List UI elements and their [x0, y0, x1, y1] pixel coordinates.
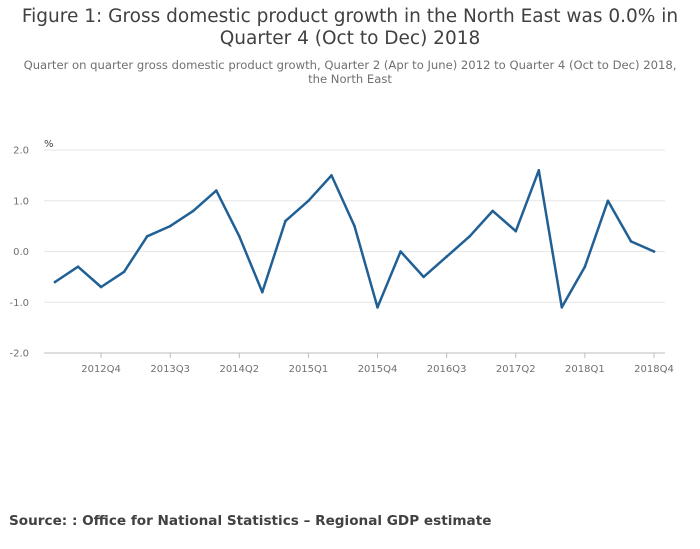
data-point[interactable]	[652, 250, 656, 253]
x-tick-label: 2015Q4	[358, 364, 398, 375]
source-note: Source: : Office for National Statistics…	[9, 513, 492, 529]
data-point[interactable]	[330, 174, 333, 177]
data-point[interactable]	[468, 234, 471, 238]
data-point[interactable]	[76, 265, 80, 269]
data-point[interactable]	[238, 234, 241, 238]
data-point[interactable]	[99, 285, 103, 289]
series-line	[53, 169, 656, 309]
data-point[interactable]	[399, 250, 402, 253]
x-tick-label: 2014Q2	[219, 364, 259, 375]
x-tick-label: 2013Q3	[150, 364, 190, 375]
y-tick-label: -1.0	[9, 298, 29, 309]
data-point[interactable]	[491, 209, 495, 213]
data-point[interactable]	[168, 224, 172, 228]
data-point[interactable]	[560, 306, 564, 309]
y-tick-label: 0.0	[13, 247, 29, 258]
data-point[interactable]	[261, 290, 264, 294]
data-point[interactable]	[376, 306, 379, 309]
data-point[interactable]	[214, 189, 218, 192]
x-tick-label: 2017Q2	[496, 364, 536, 375]
data-point[interactable]	[537, 169, 541, 172]
data-point[interactable]	[145, 234, 149, 238]
data-point[interactable]	[445, 255, 448, 258]
data-point[interactable]	[583, 265, 587, 269]
x-axis: 2012Q4 2013Q3 2014Q2 2015Q1 2015Q4 2016Q3 2017…	[81, 353, 674, 375]
x-tick-label: 2018Q4	[634, 364, 674, 375]
y-tick-label: 2.0	[13, 146, 29, 157]
data-point[interactable]	[122, 270, 126, 274]
data-point[interactable]	[353, 224, 356, 228]
data-point[interactable]	[53, 280, 57, 284]
y-axis-unit-label: %	[44, 139, 54, 150]
x-tick-label: 2016Q3	[427, 364, 467, 375]
chart-subtitle: Quarter on quarter gross domestic produc…	[23, 58, 677, 86]
data-point[interactable]	[284, 219, 287, 223]
data-point[interactable]	[307, 199, 310, 203]
data-point[interactable]	[191, 209, 195, 213]
y-tick-label: -2.0	[9, 349, 29, 360]
data-point[interactable]	[514, 229, 518, 233]
y-tick-label: 1.0	[13, 196, 29, 207]
x-tick-label: 2015Q1	[289, 364, 329, 375]
data-point[interactable]	[606, 199, 610, 203]
series-group	[53, 169, 656, 309]
x-tick-label: 2012Q4	[81, 364, 121, 375]
y-axis-ticks: 2.0 1.0 0.0 -1.0 -2.0	[9, 146, 29, 360]
data-point[interactable]	[422, 275, 425, 279]
chart-title: Figure 1: Gross domestic product growth …	[21, 6, 679, 49]
x-tick-label: 2018Q1	[565, 364, 605, 375]
gridlines	[44, 149, 665, 354]
data-point[interactable]	[629, 240, 633, 243]
